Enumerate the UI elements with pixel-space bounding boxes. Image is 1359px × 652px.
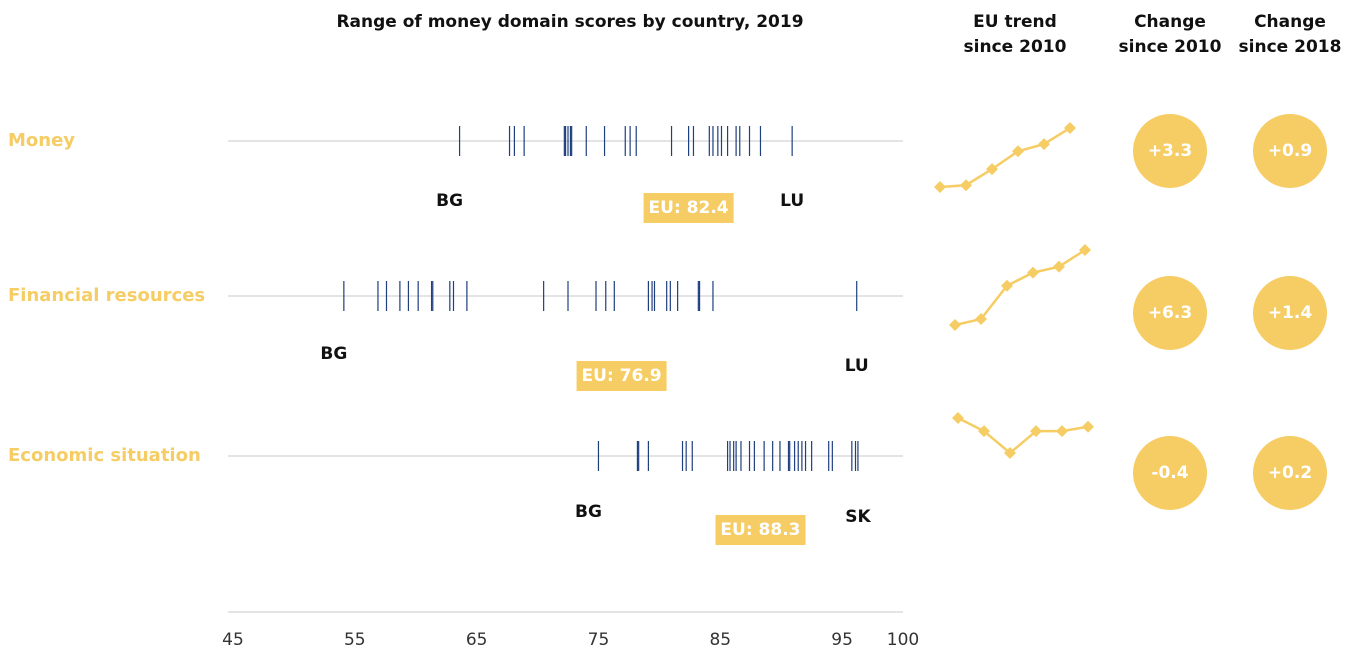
min-country-label: BG bbox=[320, 344, 347, 364]
change-circle bbox=[1133, 114, 1207, 188]
x-tick-label: 65 bbox=[466, 630, 488, 650]
row-label: Economic situation bbox=[8, 445, 201, 466]
eu-label-box bbox=[715, 515, 806, 545]
trend-point bbox=[1053, 260, 1065, 273]
trend-point bbox=[1064, 122, 1076, 134]
trend-point bbox=[949, 319, 961, 331]
x-tick-label: 55 bbox=[344, 630, 366, 650]
eu-label-box bbox=[576, 361, 667, 391]
trend-line bbox=[954, 248, 1086, 327]
change-label: +3.3 bbox=[1148, 141, 1192, 161]
x-tick-label: 45 bbox=[222, 630, 244, 650]
trend-header: EU trend since 2010 bbox=[963, 12, 1067, 57]
trend-point bbox=[975, 313, 987, 326]
chart-title: Range of money domain scores by country,… bbox=[336, 12, 804, 32]
trend-point bbox=[1079, 244, 1091, 256]
max-country-label: LU bbox=[780, 191, 804, 211]
change-label: +0.2 bbox=[1268, 463, 1312, 483]
trend-point bbox=[1082, 420, 1094, 433]
row-label: Financial resources bbox=[8, 285, 205, 306]
row-label: Money bbox=[8, 130, 75, 151]
min-country-label: BG bbox=[575, 502, 602, 522]
max-country-label: SK bbox=[845, 507, 871, 527]
trend-point bbox=[1012, 145, 1024, 158]
trend-point bbox=[986, 163, 998, 176]
change-label: +0.9 bbox=[1268, 141, 1312, 161]
change-2010-header: Change since 2010 bbox=[1118, 12, 1222, 57]
change-label: -0.4 bbox=[1151, 463, 1188, 483]
change-circle bbox=[1253, 114, 1327, 188]
min-country-label: BG bbox=[436, 191, 463, 211]
trend-point bbox=[1004, 447, 1016, 459]
trend-point bbox=[1038, 138, 1050, 151]
trend-point bbox=[960, 179, 972, 192]
x-tick-label: 95 bbox=[831, 630, 853, 650]
x-tick-label: 85 bbox=[709, 630, 731, 650]
max-country-label: LU bbox=[845, 356, 869, 376]
eu-label: EU: 82.4 bbox=[649, 198, 729, 218]
trend-point bbox=[1001, 279, 1013, 292]
change-circle bbox=[1253, 436, 1327, 510]
eu-label: EU: 88.3 bbox=[720, 520, 800, 540]
change-label: +6.3 bbox=[1148, 303, 1192, 323]
trend-point bbox=[1030, 425, 1042, 438]
change-label: +1.4 bbox=[1268, 303, 1313, 323]
x-tick-label: 100 bbox=[887, 630, 919, 650]
trend-point bbox=[952, 412, 964, 424]
change-circle bbox=[1253, 276, 1327, 350]
trend-line bbox=[957, 416, 1089, 455]
change-circle bbox=[1133, 276, 1207, 350]
trend-line bbox=[939, 126, 1071, 189]
change-2018-header: Change since 2018 bbox=[1238, 12, 1342, 57]
trend-point bbox=[934, 181, 946, 193]
eu-label-box bbox=[643, 193, 734, 223]
x-tick-label: 75 bbox=[588, 630, 610, 650]
eu-label: EU: 76.9 bbox=[582, 366, 662, 386]
change-circle bbox=[1133, 436, 1207, 510]
trend-point bbox=[1027, 266, 1039, 279]
trend-point bbox=[978, 425, 990, 438]
trend-point bbox=[1056, 425, 1068, 438]
